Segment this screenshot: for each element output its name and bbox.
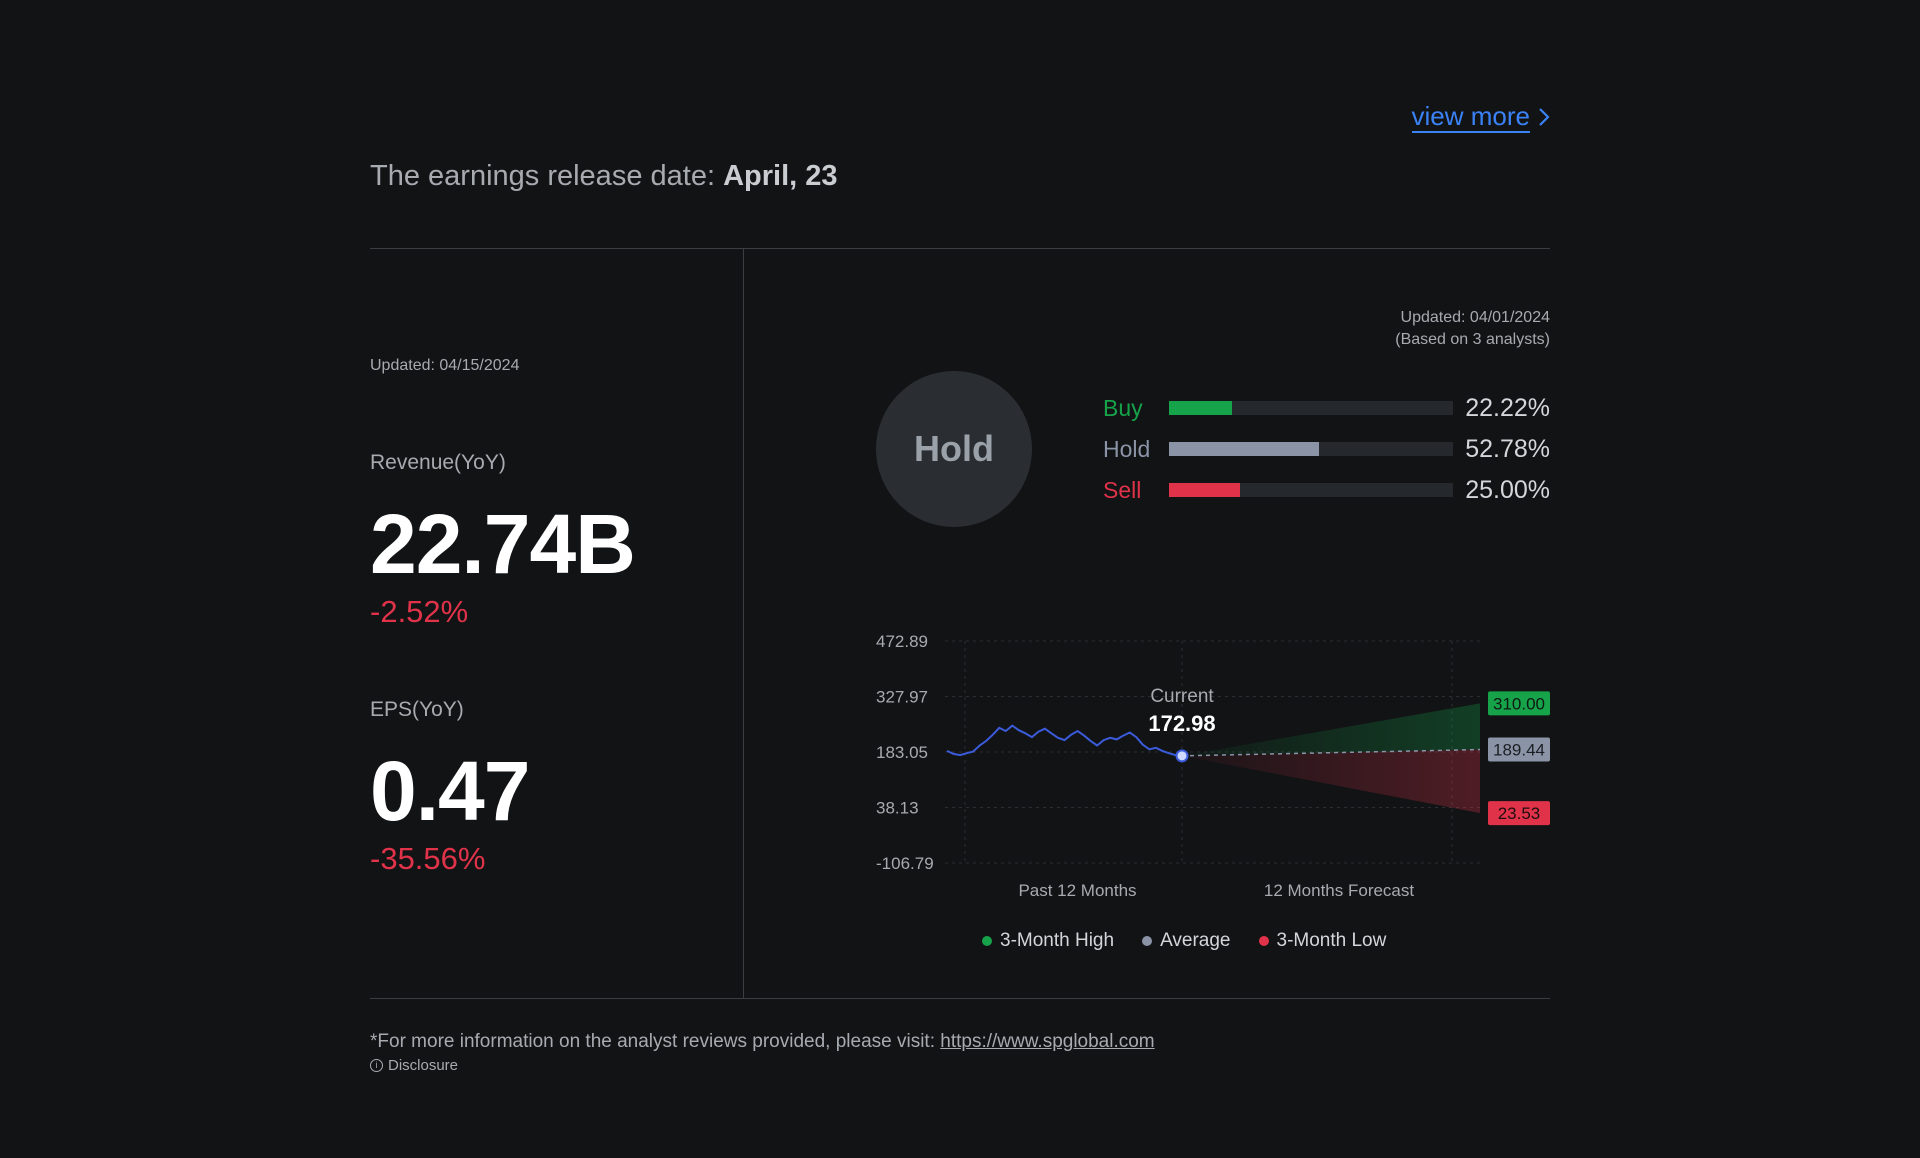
rating-bar-fill: [1169, 401, 1233, 415]
consensus-label: Hold: [914, 428, 994, 469]
forecast-high-area: [1182, 703, 1480, 756]
divider-vertical: [743, 249, 744, 999]
eps-change: -35.56%: [370, 841, 486, 876]
legend-dot: [1258, 936, 1269, 946]
rating-row-sell: Sell 25.00%: [1103, 470, 1550, 510]
chevron-right-icon: [1539, 108, 1550, 126]
legend-item-high: 3-Month High: [982, 930, 1114, 952]
forecast-low-area: [1182, 749, 1480, 814]
legend-label: 3-Month Low: [1276, 930, 1387, 951]
legend-dot: [982, 936, 992, 946]
rating-percent: 25.00%: [1465, 475, 1550, 504]
rating-bar-fill: [1169, 483, 1240, 497]
divider-top: [370, 248, 1550, 249]
info-icon: i: [370, 1059, 383, 1072]
rating-percent: 22.22%: [1465, 393, 1550, 422]
ratings-analyst-count: (Based on 3 analysts): [1395, 331, 1550, 348]
y-tick-label: 327.97: [876, 688, 928, 707]
divider-bottom: [370, 998, 1550, 999]
forecast-low-badge: [1488, 801, 1550, 826]
rating-name: Sell: [1103, 476, 1142, 503]
legend-label: Average: [1160, 930, 1231, 951]
price-history-line: [946, 724, 1183, 757]
analyst-footnote: *For more information on the analyst rev…: [370, 1031, 1155, 1053]
forecast-average-value: 189.44: [1493, 741, 1545, 760]
chart-legend: 3-Month High Average 3-Month Low: [982, 930, 1386, 952]
y-tick-label: 183.05: [876, 743, 928, 762]
rating-bar: [1169, 401, 1453, 415]
rating-bar: [1169, 483, 1453, 497]
rating-name: Hold: [1103, 435, 1151, 462]
revenue-change: -2.52%: [370, 594, 469, 629]
eps-value: 0.47: [370, 744, 530, 838]
financials-updated: Updated: 04/15/2024: [370, 357, 520, 374]
revenue-label: Revenue(YoY): [370, 451, 506, 474]
current-label: Current: [1150, 686, 1214, 707]
revenue-value: 22.74B: [370, 497, 636, 591]
y-tick-label: 472.89: [876, 632, 928, 651]
legend-dot: [1142, 936, 1153, 946]
forecast-average-badge: [1488, 737, 1550, 762]
legend-item-low: 3-Month Low: [1258, 930, 1387, 952]
rating-percent: 52.78%: [1465, 434, 1550, 463]
forecast-high-value: 310.00: [1493, 694, 1545, 713]
rating-row-hold: Hold 52.78%: [1103, 429, 1550, 469]
rating-name: Buy: [1103, 394, 1143, 421]
current-price-marker: [1175, 749, 1189, 763]
view-more-link[interactable]: view more: [1411, 101, 1550, 133]
ratings-updated-date: Updated: 04/01/2024: [1400, 309, 1550, 326]
disclosure-label: Disclosure: [388, 1057, 459, 1074]
view-more-label: view more: [1411, 101, 1530, 133]
legend-item-average: Average: [1142, 930, 1231, 952]
earnings-panel: view more The earnings release date: Apr…: [370, 0, 1550, 1158]
earnings-release-date: The earnings release date: April, 23: [370, 160, 838, 193]
release-prefix: The earnings release date:: [370, 160, 715, 192]
current-value: 172.98: [1148, 711, 1215, 736]
legend-label: 3-Month High: [1000, 930, 1115, 951]
x-axis-label: 12 Months Forecast: [1264, 881, 1415, 900]
eps-label: EPS(YoY): [370, 698, 464, 721]
disclosure-link[interactable]: i Disclosure: [370, 1057, 458, 1074]
y-tick-label: -106.79: [876, 854, 934, 873]
forecast-average-line: [1181, 748, 1481, 757]
ratings-updated: Updated: 04/01/2024 (Based on 3 analysts…: [1395, 307, 1550, 351]
forecast-low-value: 23.53: [1498, 804, 1541, 823]
release-date-value: April, 23: [723, 160, 838, 192]
rating-bar-fill: [1169, 442, 1319, 456]
price-forecast-chart: 472.89 327.97 183.05 38.13 -106.79 Past 12 Mo…: [876, 632, 1550, 900]
consensus-badge: Hold: [876, 371, 1032, 527]
x-axis-label: Past 12 Months: [1018, 881, 1136, 900]
footnote-text: *For more information on the analyst rev…: [370, 1031, 935, 1052]
spglobal-link[interactable]: https://www.spglobal.com: [940, 1031, 1155, 1052]
forecast-high-badge: [1488, 691, 1550, 716]
rating-row-buy: Buy 22.22%: [1103, 388, 1550, 428]
y-tick-label: 38.13: [876, 799, 919, 818]
rating-bar: [1169, 442, 1453, 456]
